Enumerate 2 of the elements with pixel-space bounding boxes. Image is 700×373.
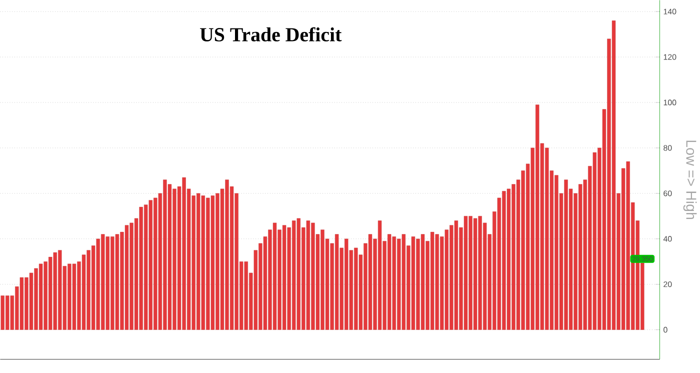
- text: US Trade Deficit: [200, 27, 342, 42]
- y-axis-title: Low => High: [683, 140, 697, 219]
